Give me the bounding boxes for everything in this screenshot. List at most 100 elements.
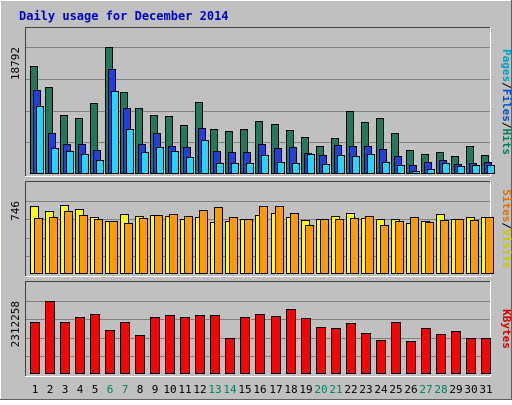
bar-pages-day-4: [81, 154, 89, 174]
x-tick-label-day-28: 28: [434, 383, 447, 396]
bar-kbytes-day-25: [391, 322, 401, 374]
bar-pages-day-6: [111, 91, 119, 174]
bar-pages-day-29: [457, 166, 465, 174]
bar-kbytes-day-3: [60, 322, 70, 374]
bar-pages-day-13: [216, 163, 224, 174]
bar-sites-day-29: [455, 219, 464, 274]
bar-pages-day-19: [307, 154, 315, 174]
bar-kbytes-day-13: [210, 315, 220, 374]
bar-sites-day-30: [470, 220, 479, 274]
x-tick-label-day-30: 30: [464, 383, 477, 396]
bar-kbytes-day-20: [316, 327, 326, 374]
x-tick-label-day-27: 27: [419, 383, 432, 396]
bar-kbytes-day-1: [30, 322, 40, 374]
x-tick-label-day-22: 22: [344, 383, 357, 396]
bar-pages-day-18: [292, 163, 300, 174]
legend-bottom: KBytes: [500, 309, 512, 349]
bar-sites-day-7: [124, 223, 133, 274]
x-tick-label-day-23: 23: [359, 383, 372, 396]
legend-top: Pages/Files/Hits: [500, 49, 512, 155]
legend-entry: /: [500, 222, 512, 229]
bar-sites-day-27: [425, 222, 434, 274]
x-tick-label-day-19: 19: [299, 383, 312, 396]
x-tick-label-day-8: 8: [137, 383, 144, 396]
bar-pages-day-15: [246, 163, 254, 174]
bar-sites-day-17: [275, 206, 284, 274]
x-tick-label-day-21: 21: [329, 383, 342, 396]
x-tick-label-day-14: 14: [223, 383, 237, 396]
bar-kbytes-day-8: [135, 335, 145, 374]
bar-sites-day-4: [79, 215, 88, 274]
bar-sites-day-10: [169, 214, 178, 274]
bar-sites-day-5: [94, 219, 103, 274]
bar-kbytes-day-31: [481, 338, 491, 374]
bar-pages-day-30: [472, 165, 480, 174]
chart-title: Daily usage for December 2014: [19, 9, 229, 23]
x-tick-label-day-25: 25: [389, 383, 402, 396]
bar-sites-day-11: [184, 216, 193, 274]
x-tick-label-day-3: 3: [62, 383, 69, 396]
bar-sites-day-13: [214, 207, 223, 274]
x-tick-label-day-5: 5: [92, 383, 99, 396]
x-tick-label-day-7: 7: [122, 383, 129, 396]
legend-entry: Visits: [500, 229, 512, 269]
bar-pages-day-5: [96, 160, 104, 174]
bar-kbytes-day-29: [451, 331, 461, 374]
bar-sites-day-19: [305, 225, 314, 274]
x-tick-label-day-18: 18: [284, 383, 297, 396]
bar-sites-day-31: [485, 217, 494, 274]
bar-sites-day-3: [64, 211, 73, 274]
x-tick-label-day-11: 11: [178, 383, 191, 396]
x-tick-label-day-2: 2: [47, 383, 54, 396]
bar-pages-day-21: [337, 155, 345, 174]
y-max-label-middle: 746: [9, 201, 22, 221]
bar-pages-day-25: [397, 165, 405, 174]
legend-entry: Sites: [500, 189, 512, 222]
x-tick-label-day-29: 29: [449, 383, 462, 396]
x-tick-label-day-31: 31: [479, 383, 492, 396]
bar-kbytes-day-4: [75, 317, 85, 374]
bar-sites-day-9: [154, 215, 163, 274]
x-tick-label-day-6: 6: [107, 383, 114, 396]
bar-kbytes-day-28: [436, 334, 446, 374]
bar-sites-day-20: [320, 219, 329, 274]
bar-kbytes-day-24: [376, 340, 386, 374]
x-tick-label-day-12: 12: [193, 383, 206, 396]
bar-sites-day-18: [290, 213, 299, 274]
bar-pages-day-1: [36, 106, 44, 174]
bar-pages-day-24: [382, 162, 390, 174]
bar-kbytes-day-22: [346, 323, 356, 374]
bar-sites-day-25: [395, 221, 404, 274]
legend-entry: Files: [500, 89, 512, 122]
bar-sites-day-12: [199, 210, 208, 274]
x-tick-label-day-1: 1: [32, 383, 39, 396]
bar-pages-day-3: [66, 151, 74, 174]
bar-pages-day-26: [412, 171, 420, 174]
y-max-label-top: 18792: [9, 47, 22, 80]
bar-pages-day-27: [427, 169, 435, 174]
bar-pages-day-2: [51, 148, 59, 174]
panel-top: 18792 Pages/Files/Hits: [9, 27, 512, 177]
bar-pages-day-23: [367, 154, 375, 174]
bar-sites-day-24: [380, 225, 389, 274]
x-tick-label-day-20: 20: [314, 383, 327, 396]
bar-pages-day-7: [126, 129, 134, 174]
bar-pages-day-22: [352, 156, 360, 174]
bar-pages-day-16: [261, 155, 269, 174]
x-tick-label-day-9: 9: [152, 383, 159, 396]
bar-kbytes-day-14: [225, 338, 235, 374]
x-tick-label-day-4: 4: [77, 383, 84, 396]
bar-pages-day-9: [156, 147, 164, 174]
bar-kbytes-day-9: [150, 317, 160, 374]
bar-sites-day-22: [350, 218, 359, 274]
bar-sites-day-8: [139, 218, 148, 274]
panel-middle: 746 Sites/Visits: [9, 181, 512, 277]
legend-middle: Sites/Visits: [500, 189, 512, 269]
x-tick-label-day-10: 10: [163, 383, 176, 396]
legend-entry: Hits: [500, 129, 512, 156]
bar-kbytes-day-17: [271, 316, 281, 374]
x-tick-label-day-26: 26: [404, 383, 417, 396]
bar-sites-day-6: [109, 221, 118, 274]
